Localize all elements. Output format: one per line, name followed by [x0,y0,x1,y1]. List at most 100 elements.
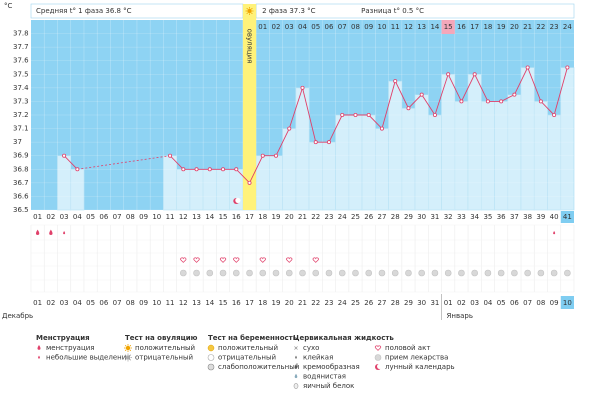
x-tick-label: 35 [483,213,492,221]
medicine-icon [272,269,280,277]
legend-icon [293,383,299,389]
date-label: 05 [86,299,95,307]
temperature-bar [401,107,416,211]
ovulation-sun [245,7,254,15]
cycle-day-label: 06 [325,23,334,31]
date-label: 30 [417,299,426,307]
medicine-icon [180,269,187,277]
date-label: 02 [46,299,55,307]
temperature-bar [507,94,522,211]
legend-item: прием лекарства [385,354,448,362]
date-label: 04 [483,299,492,307]
x-tick-label: 14 [205,213,214,221]
intercourse-icon [259,257,266,263]
x-tick-label: 27 [378,213,387,221]
temperature-point [62,153,67,158]
cycle-day-label: 17 [470,23,479,31]
legend-item: положительный [218,344,278,352]
legend-icon [37,344,41,350]
cycle-day-label: 11 [391,23,400,31]
date-label: 06 [99,299,108,307]
highlight-cell [441,20,455,34]
ovulation-label: овуляция [246,29,254,64]
cycle-day-label: 02 [272,23,281,31]
x-tick-label: 24 [338,213,347,221]
medicine-icon [365,269,373,277]
y-axis-label: °C [4,2,13,10]
legend-item: лунный календарь [385,363,455,371]
x-tick-label: 34 [470,213,479,221]
date-label: 09 [550,299,559,307]
cycle-day-label: 07 [338,23,347,31]
date-label: 10 [563,299,572,307]
y-tick-label: 36.7 [13,179,29,187]
x-tick-label: 41 [563,213,572,221]
temperature-point [181,167,186,172]
date-label: 15 [219,299,228,307]
month-label: Январь [447,312,473,320]
temperature-point [366,113,371,118]
moon-shadow [377,363,383,369]
sun-ray [124,359,127,361]
moon-shadow [235,197,241,203]
temperature-point [406,106,411,111]
temperature-point [300,85,305,90]
sun-ray [124,344,127,347]
spotting-icon [553,230,556,235]
difference-text: Разница t° 0.5 °C [361,7,424,15]
temperature-point [247,180,252,185]
sun-ray [251,7,253,10]
x-tick-label: 31 [430,213,439,221]
legend-item: сухо [303,344,319,352]
x-tick-label: 16 [232,213,241,221]
x-tick-label: 37 [510,213,519,221]
temperature-point [512,92,517,97]
date-label: 08 [536,299,545,307]
temperature-point [75,167,80,172]
x-tick-label: 40 [550,213,559,221]
current-day-cell [560,211,574,223]
medicine-icon [219,269,227,277]
medicine-icon [564,269,571,277]
temperature-point [326,140,331,145]
sun-ray [246,7,248,10]
legend-item: клейкая [303,354,333,362]
x-tick-label: 20 [285,213,294,221]
date-label: 22 [311,299,320,307]
date-label: 07 [523,299,532,307]
x-tick-label: 09 [139,213,148,221]
legend-icon [375,363,383,370]
temperature-point [499,99,504,104]
cycle-day-label: 04 [298,23,307,31]
medicine-icon [550,269,558,277]
date-label: 26 [364,299,373,307]
sun-ray [251,12,253,15]
x-tick-label: 19 [272,213,281,221]
temperature-point [525,65,530,70]
date-label: 01 [33,299,42,307]
x-tick-label: 32 [444,213,453,221]
date-label: 12 [179,299,188,307]
legend-icon [124,344,132,352]
spotting-icon [63,230,66,235]
date-label: 10 [152,299,161,307]
y-tick-label: 37.5 [13,70,29,78]
medicine-icon [484,269,492,277]
intercourse-icon [193,257,200,263]
y-tick-label: 36.9 [13,152,29,160]
temperature-point [538,99,543,104]
x-tick-label: 07 [113,213,122,221]
sun-ray [124,354,127,356]
x-tick-label: 23 [325,213,334,221]
x-tick-label: 39 [536,213,545,221]
x-tick-label: 26 [364,213,373,221]
x-tick-label: 21 [298,213,307,221]
temperature-bar [560,67,575,211]
temperature-point [432,113,437,118]
date-label: 14 [205,299,214,307]
y-tick-label: 37.8 [13,30,29,38]
date-label: 13 [192,299,201,307]
cycle-day-label: 03 [285,23,294,31]
medicine-icon [537,269,545,277]
x-tick-label: 13 [192,213,201,221]
